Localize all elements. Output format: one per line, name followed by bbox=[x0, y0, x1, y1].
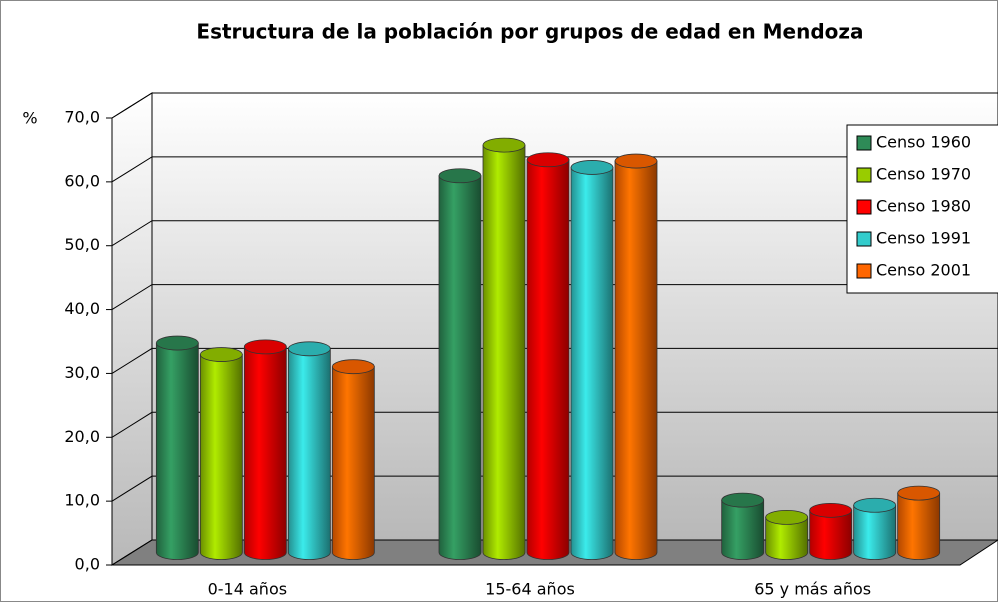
y-tick-label: 20,0 bbox=[64, 427, 100, 446]
bar bbox=[243, 346, 287, 560]
y-tick-label: 10,0 bbox=[64, 491, 100, 510]
grid-line bbox=[111, 539, 998, 566]
x-tick-label: 0-14 años bbox=[208, 580, 287, 599]
bar bbox=[614, 160, 658, 560]
bar bbox=[897, 492, 941, 560]
bar-top bbox=[482, 137, 526, 153]
bar bbox=[438, 175, 482, 560]
grid-line bbox=[111, 411, 998, 438]
legend-label: Censo 1970 bbox=[876, 165, 971, 184]
legend-box bbox=[846, 124, 998, 294]
y-axis-label: % bbox=[22, 109, 37, 128]
y-tick-label: 70,0 bbox=[64, 108, 100, 127]
grid-line bbox=[111, 220, 998, 247]
legend-swatch bbox=[856, 231, 872, 247]
grid-line bbox=[111, 475, 998, 502]
bar-top bbox=[199, 347, 243, 362]
bar-top bbox=[853, 497, 897, 513]
x-tick-label: 65 y más años bbox=[754, 580, 871, 599]
legend-swatch bbox=[856, 199, 872, 215]
bar bbox=[331, 366, 375, 560]
grid-line bbox=[111, 284, 998, 310]
y-tick-label: 30,0 bbox=[64, 363, 100, 382]
bar-top bbox=[570, 160, 614, 175]
bar-top bbox=[526, 152, 570, 168]
legend-label: Censo 1980 bbox=[876, 197, 971, 216]
bar-top bbox=[438, 168, 482, 184]
legend-label: Censo 2001 bbox=[876, 261, 971, 280]
bar-top bbox=[765, 509, 809, 525]
bar-top bbox=[809, 502, 853, 518]
bar bbox=[570, 167, 614, 560]
bar-top bbox=[331, 359, 375, 375]
bar bbox=[199, 354, 243, 560]
y-tick-label: 60,0 bbox=[64, 171, 100, 190]
legend-swatch bbox=[856, 167, 872, 183]
bar bbox=[526, 159, 570, 560]
bar bbox=[809, 509, 853, 560]
chart-title: Estructura de la población por grupos de… bbox=[196, 20, 863, 44]
legend-label: Censo 1991 bbox=[876, 229, 971, 248]
bar-top bbox=[897, 485, 941, 501]
y-tick-label: 40,0 bbox=[64, 299, 100, 318]
side-wall bbox=[111, 92, 153, 566]
bar-top bbox=[155, 335, 199, 351]
y-tick-label: 0,0 bbox=[75, 555, 100, 574]
bar-top bbox=[614, 153, 658, 169]
legend-swatch bbox=[856, 263, 872, 279]
bar bbox=[853, 504, 897, 560]
bar-top bbox=[243, 339, 287, 355]
grid-line bbox=[111, 92, 998, 119]
grid-line bbox=[111, 347, 998, 374]
bar bbox=[721, 499, 765, 560]
bar bbox=[155, 342, 199, 560]
bar-top bbox=[287, 341, 331, 357]
bar bbox=[765, 516, 809, 560]
x-tick-label: 15-64 años bbox=[485, 580, 575, 599]
legend-swatch bbox=[856, 135, 872, 151]
grid-line bbox=[111, 156, 998, 183]
bar-top bbox=[721, 492, 765, 508]
bar bbox=[287, 348, 331, 560]
legend-label: Censo 1960 bbox=[876, 133, 971, 152]
bar bbox=[482, 144, 526, 560]
y-tick-label: 50,0 bbox=[64, 235, 100, 254]
